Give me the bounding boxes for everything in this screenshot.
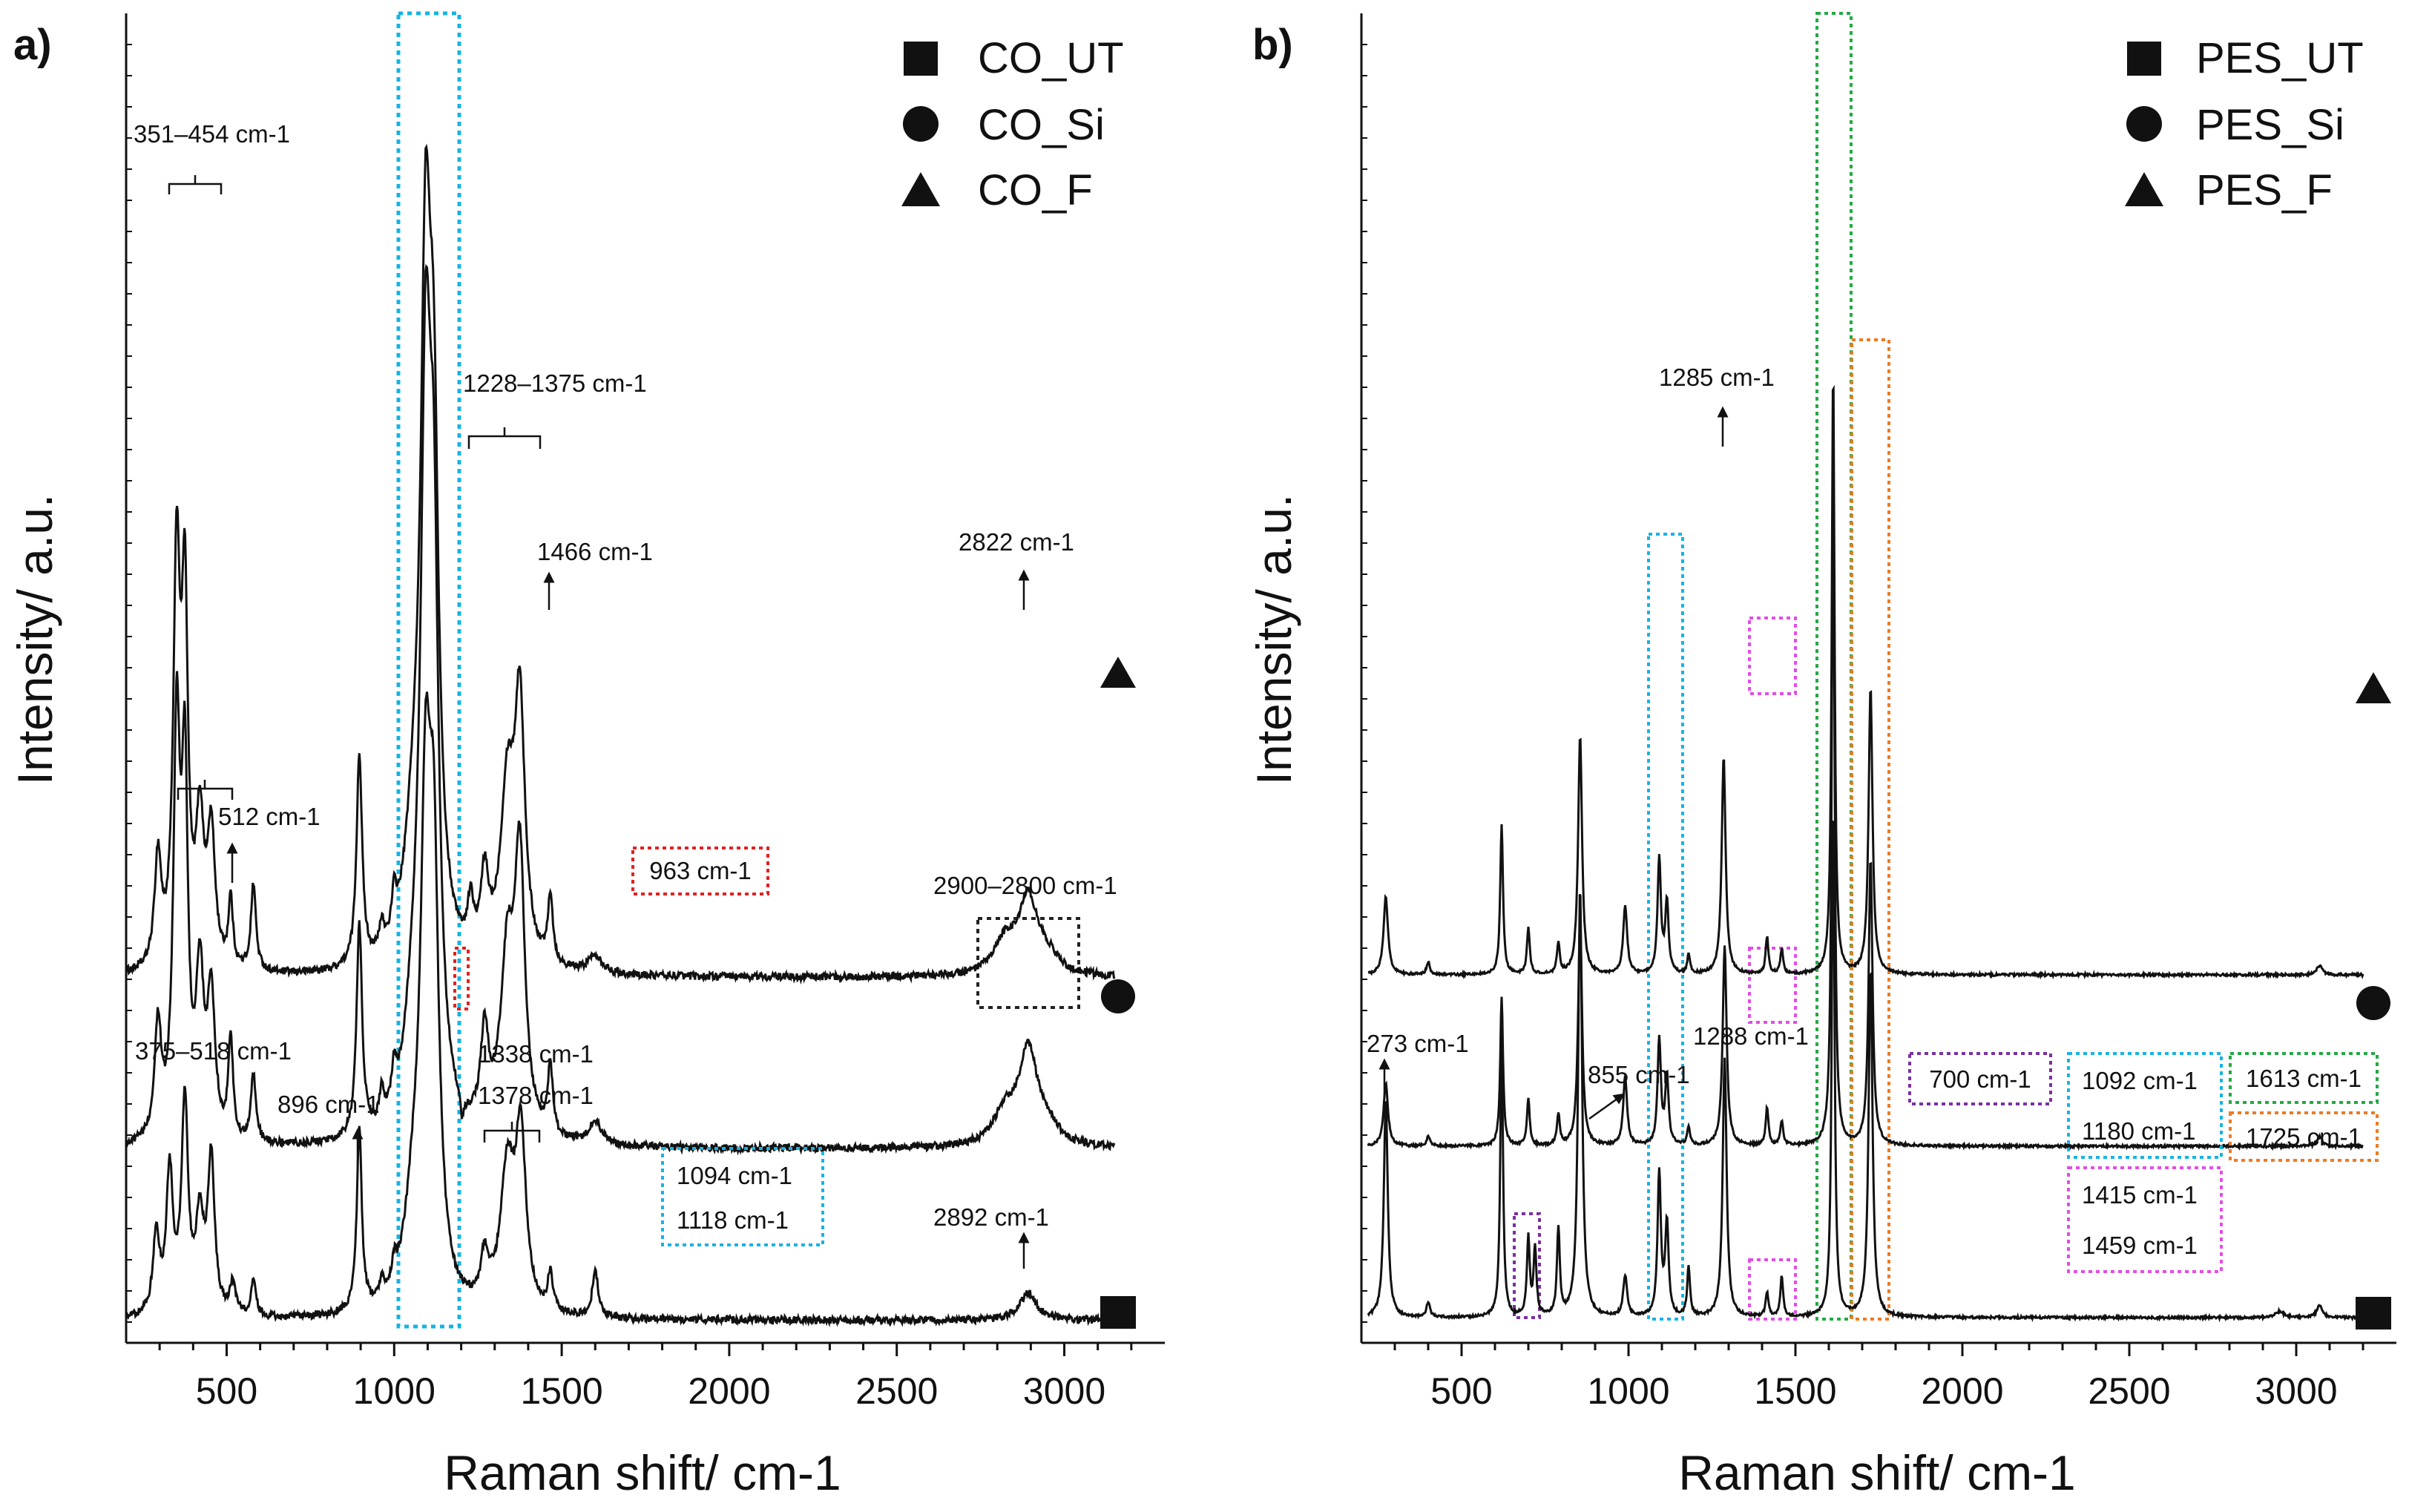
x-tick-label: 2000 — [1921, 1370, 2003, 1412]
legend-b-square-icon — [2127, 42, 2161, 76]
legend-a-triangle-icon — [901, 172, 940, 206]
ann-512: 512 cm-1 — [218, 803, 321, 830]
ann-1118: 1118 cm-1 — [677, 1206, 789, 1234]
x-tick-label: 3000 — [1023, 1370, 1105, 1412]
panel-a-ylabel: Intensity/ a.u. — [7, 494, 62, 786]
legend-b-label-3: PES_F — [2196, 166, 2333, 214]
x-tick-label: 1500 — [1754, 1370, 1836, 1412]
ann-2822: 2822 cm-1 — [959, 528, 1074, 556]
x-tick-label: 2500 — [2088, 1370, 2170, 1412]
ann-855: 855 cm-1 — [1588, 1061, 1690, 1088]
ann-375-518: 375–518 cm-1 — [135, 1037, 292, 1065]
ann-1415: 1415 cm-1 — [2082, 1181, 2198, 1209]
legend-b-label-2: PES_Si — [2196, 101, 2344, 149]
box-red-small — [453, 947, 470, 1010]
panel-b-y-ticks — [1361, 44, 1367, 1323]
x-tick-label: 1500 — [520, 1370, 602, 1412]
box-963-label — [631, 847, 769, 895]
marker-co-f-triangle — [1100, 657, 1136, 688]
marker-co-si-circle — [1101, 979, 1135, 1013]
ann-2892: 2892 cm-1 — [933, 1203, 1049, 1231]
legend-b-label-1: PES_UT — [2196, 34, 2364, 82]
ann-273: 273 cm-1 — [1367, 1030, 1469, 1057]
panel-b-ylabel: Intensity/ a.u. — [1246, 494, 1301, 786]
panel-b: b) Intensity/ a.u. Raman shift/ cm-1 500… — [1246, 12, 2396, 1500]
x-tick-label: 500 — [1430, 1370, 1492, 1412]
marker-pes-ut-square — [2356, 1297, 2391, 1329]
ann-963: 963 cm-1 — [649, 857, 752, 884]
x-tick-label: 3000 — [2255, 1370, 2337, 1412]
panel-b-xlabel: Raman shift/ cm-1 — [1678, 1445, 2075, 1500]
legend-a-label-3: CO_F — [978, 166, 1093, 214]
legend-a-circle-icon — [903, 106, 939, 142]
legend-a: CO_UT CO_Si CO_F — [901, 34, 1124, 214]
panel-a-x-ticks: 500 1000 1500 2000 2500 3000 — [158, 1343, 1133, 1412]
box-orange-b — [1850, 338, 1890, 1321]
panel-a-label: a) — [13, 21, 52, 69]
box-1094-label — [661, 1147, 824, 1246]
box-1725-label — [2229, 1111, 2379, 1162]
ann-1094: 1094 cm-1 — [677, 1162, 792, 1189]
series-co-si-line — [125, 263, 1116, 1156]
box-1613-label — [2229, 1052, 2379, 1104]
box-1415-label — [2067, 1166, 2223, 1273]
box-cyan-a — [396, 11, 461, 1329]
ann-351-454: 351–454 cm-1 — [134, 120, 290, 148]
box-700-label — [1908, 1052, 2052, 1105]
ann-1378: 1378 cm-1 — [478, 1082, 594, 1109]
x-tick-label: 500 — [196, 1370, 257, 1412]
ann-1180: 1180 cm-1 — [2082, 1117, 2195, 1145]
panel-a-xlabel: Raman shift/ cm-1 — [444, 1445, 841, 1500]
box-green-b — [1815, 12, 1853, 1321]
panel-a: a) Intensity/ a.u. Raman shift/ cm-1 500… — [7, 11, 1165, 1500]
legend-a-label-1: CO_UT — [978, 34, 1124, 82]
box-pink-b-1 — [1748, 617, 1797, 695]
box-black-2900 — [976, 917, 1080, 1009]
legend-b-triangle-icon — [2125, 172, 2163, 206]
panel-b-x-ticks: 500 1000 1500 2000 2500 3000 — [1393, 1343, 2364, 1412]
ann-1459: 1459 cm-1 — [2082, 1232, 2198, 1259]
ann-1285: 1285 cm-1 — [1659, 364, 1775, 391]
marker-pes-f-triangle — [2356, 672, 2391, 703]
box-cyan-b — [1647, 533, 1684, 1321]
ann-1613: 1613 cm-1 — [2246, 1065, 2362, 1092]
marker-co-ut-square — [1100, 1296, 1136, 1329]
panel-a-axes — [125, 13, 1165, 1344]
marker-pes-si-circle — [2356, 986, 2390, 1020]
x-tick-label: 1000 — [353, 1370, 436, 1412]
series-pes-f-line — [1367, 384, 2364, 980]
ann-700: 700 cm-1 — [1929, 1065, 2031, 1093]
legend-a-square-icon — [904, 42, 938, 76]
series-co-ut-line — [125, 691, 1116, 1328]
ann-1228-1375: 1228–1375 cm-1 — [463, 369, 647, 397]
panel-b-axes — [1360, 13, 2396, 1344]
x-tick-label: 2000 — [688, 1370, 770, 1412]
ann-1338: 1338 cm-1 — [478, 1040, 594, 1068]
series-co-f-line — [125, 143, 1116, 985]
legend-b-circle-icon — [2126, 106, 2162, 142]
panel-a-y-ticks — [126, 44, 132, 1323]
panel-a-annotations — [168, 175, 1030, 1269]
x-tick-label: 1000 — [1587, 1370, 1669, 1412]
ann-1288: 1288 cm-1 — [1693, 1022, 1809, 1050]
ann-1466: 1466 cm-1 — [537, 538, 653, 565]
box-1092-label — [2067, 1052, 2223, 1159]
legend-a-label-2: CO_Si — [978, 101, 1105, 149]
panel-b-annotations — [1378, 406, 1729, 1120]
box-pink-b-3 — [1748, 1258, 1797, 1321]
series-pes-si-line — [1367, 484, 2364, 1151]
ann-2900-2800: 2900–2800 cm-1 — [933, 872, 1117, 899]
x-tick-label: 2500 — [855, 1370, 938, 1412]
box-pink-b-2 — [1748, 947, 1797, 1024]
ann-1092: 1092 cm-1 — [2082, 1067, 2198, 1094]
series-pes-ut-line — [1367, 820, 2364, 1323]
ann-1725: 1725 cm-1 — [2246, 1123, 2362, 1151]
ann-896: 896 cm-1 — [277, 1091, 380, 1118]
panel-b-label: b) — [1252, 21, 1293, 69]
box-purple-b — [1513, 1212, 1541, 1319]
legend-b: PES_UT PES_Si PES_F — [2125, 34, 2364, 214]
